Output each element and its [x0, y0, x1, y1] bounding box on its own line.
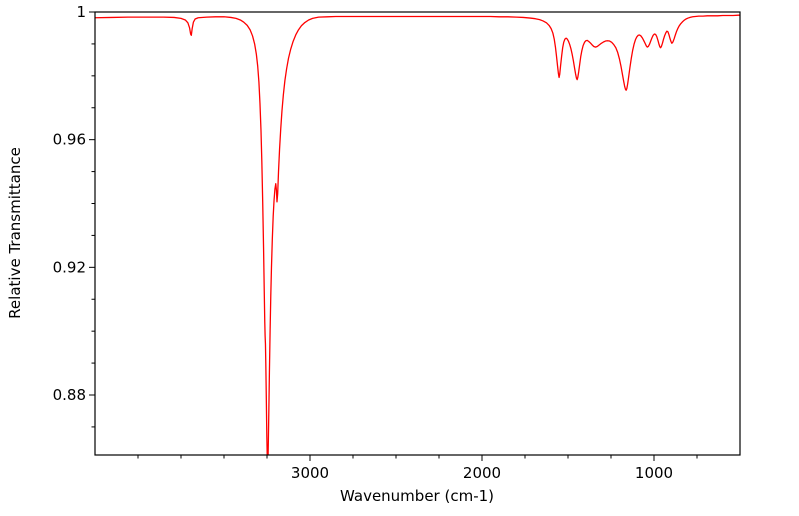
y-tick-label: 0.88: [53, 386, 86, 404]
plot-border: [94, 11, 741, 456]
x-tick-label: 1000: [635, 464, 673, 482]
y-tick-label: 0.92: [53, 258, 86, 276]
plot-area: 3000 2000 1000 0.88 0.92 0.96 1: [53, 3, 741, 482]
x-tick-label: 2000: [463, 464, 501, 482]
x-axis-label: Wavenumber (cm-1): [340, 487, 494, 505]
x-tick-label: 3000: [291, 464, 329, 482]
y-tick-label: 0.96: [53, 131, 86, 149]
y-tick-label: 1: [76, 3, 86, 21]
y-axis-label: Relative Transmittance: [6, 147, 24, 319]
spectrum-line: [95, 14, 740, 455]
